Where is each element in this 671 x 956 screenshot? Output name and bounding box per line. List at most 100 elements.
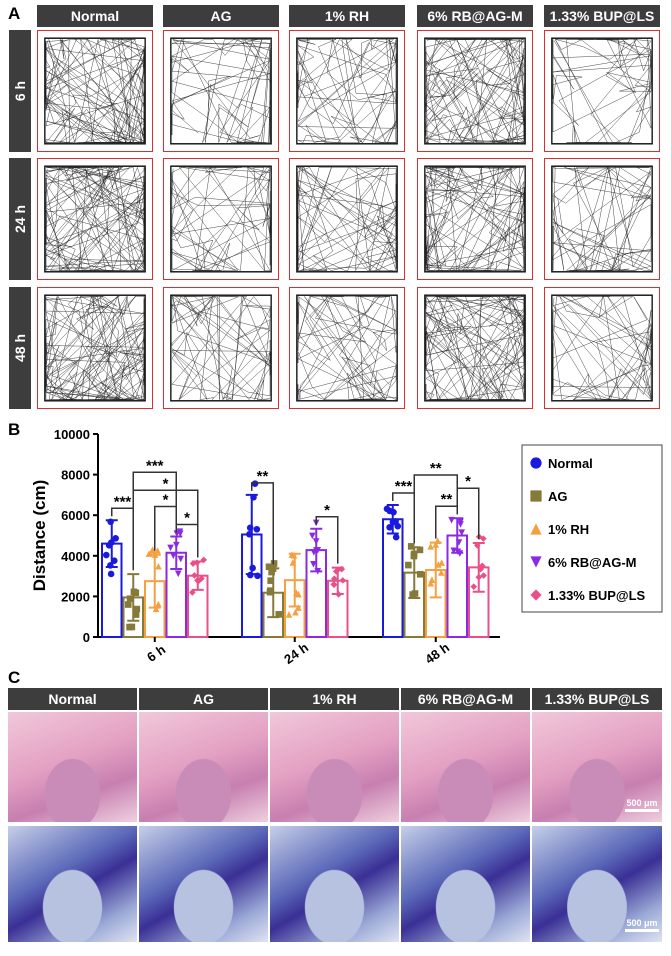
data-point [530,523,542,535]
column-header-4: 1.33% BUP@LS [544,5,660,27]
data-point [269,565,277,573]
trajectory-plot [544,158,660,280]
arena-border [296,37,398,145]
arena-border [44,165,146,273]
data-point [480,572,487,579]
data-point [438,559,445,566]
y-tick-label: 6000 [61,508,90,523]
movement-trace [171,295,271,401]
data-point [448,516,455,524]
y-axis-label: Distance (cm) [30,480,49,591]
data-point [383,505,391,513]
data-point [128,623,136,631]
data-point [473,542,481,549]
movement-trace [45,166,145,272]
legend [521,444,663,613]
legend-entry-3: 6% RB@AG-M [548,555,637,570]
data-point [309,532,316,540]
y-tick-label: 10000 [54,427,90,442]
data-point [112,534,119,542]
trajectory-plot [417,287,533,409]
he-stain-image [270,712,399,822]
arena-border [424,294,526,402]
data-point [189,589,196,596]
data-point [458,529,466,537]
data-point [151,551,159,558]
data-point [450,547,458,555]
data-point [330,581,338,588]
data-point [470,583,478,590]
trajectory-plot [417,30,533,152]
data-point [427,579,435,587]
toluidine-stain-image [401,826,530,942]
histology-header-1: AG [139,688,268,710]
data-point [246,571,254,579]
significance-label: *** [114,493,132,510]
data-point [102,551,110,559]
data-point [177,555,185,563]
data-point [312,538,320,545]
scale-bar-label: 500 μm [626,798,658,808]
trajectory-plot [163,158,279,280]
scale-bar-line [625,809,659,812]
data-point [250,494,257,501]
arena-border [44,37,146,145]
data-point [265,563,273,571]
data-point [107,518,114,526]
histology-header-3: 6% RB@AG-M [401,688,530,710]
data-point [173,530,181,538]
data-point [335,591,342,598]
data-point [437,569,445,576]
data-point [107,562,114,569]
legend-entry-4: 1.33% BUP@LS [548,588,646,603]
x-tick-label: 24 h [281,640,311,667]
he-stain-image [532,712,662,822]
arena-border [170,165,272,273]
trajectory-plot [37,158,153,280]
data-point [331,575,338,583]
toluidine-stain-image [532,826,662,942]
histology-header-0: Normal [8,688,137,710]
data-point [475,573,483,581]
data-point [155,562,162,570]
movement-trace [297,38,397,144]
row-label-2: 48 h [9,287,31,409]
movement-trace [425,166,525,272]
data-point [246,524,254,532]
row-label-text: 24 h [12,204,29,234]
scale-bar-label: 500 μm [626,918,658,928]
data-point [314,568,322,575]
data-point [267,577,275,584]
trajectory-plot [544,287,660,409]
x-tick-label: 48 h [422,640,452,667]
movement-trace [425,38,525,144]
column-header-2: 1% RH [289,5,405,27]
y-tick-label: 4000 [61,549,90,564]
data-point [132,611,140,618]
arena-border [170,294,272,402]
trajectory-plot [37,287,153,409]
data-point [268,568,275,576]
data-point [167,544,174,552]
data-point [530,490,542,502]
significance-label: * [184,510,190,527]
significance-bracket [456,487,480,540]
data-point [132,589,140,597]
data-point [200,556,208,564]
row-label-text: 6 h [11,80,28,102]
trajectory-plot [163,30,279,152]
data-point [435,561,442,568]
movement-trace [297,295,397,401]
arena-border [424,165,526,273]
panel-label-a: A [8,4,21,23]
histology-header-4: 1.33% BUP@LS [532,688,662,710]
data-point [410,552,418,560]
movement-trace [552,167,652,271]
data-point [456,550,464,557]
scale-bar: 500 μm [625,798,659,812]
data-point [416,570,424,578]
y-tick-label: 0 [83,630,90,645]
significance-label: * [324,502,330,519]
data-point [254,572,261,580]
data-point [189,560,197,567]
